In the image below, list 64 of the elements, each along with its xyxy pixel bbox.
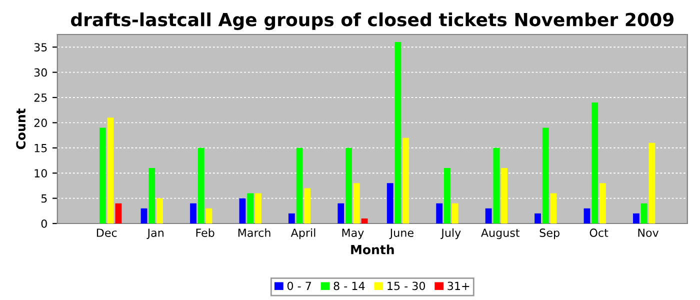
x-tick-label: Dec [96,228,117,237]
chart-title: drafts-lastcall Age groups of closed tickets November 2009 [70,12,674,30]
bar [386,183,394,224]
x-tick-label: Jan [146,228,164,240]
bar [550,193,557,224]
bar [436,203,443,224]
x-tick-label: Oct [590,228,608,237]
y-tick-label: 25 [34,93,47,102]
bar [452,203,458,224]
x-tick-label: May [342,228,364,240]
y-tick-label: 0 [41,219,47,228]
bar [247,193,254,224]
bar [296,148,303,224]
x-tick-label: Sep [540,228,560,240]
y-tick-label: 5 [41,194,47,203]
y-tick-label: 15 [34,144,47,152]
x-tick-label: Nov [638,228,659,237]
bar [534,213,541,224]
bar [140,208,148,224]
x-axis-title: Month [351,244,394,254]
bar [239,198,246,224]
bar [198,148,204,224]
bar [304,188,311,224]
y-tick-label: 35 [34,43,47,52]
x-tick-label: June [389,228,414,240]
bar [148,168,156,224]
bar [600,183,606,224]
bar [493,148,500,224]
bar [444,168,450,224]
x-tick-label: July [440,228,461,240]
y-axis-title: Count [16,108,26,150]
bar [156,198,163,224]
bar [255,193,262,224]
bar [190,203,196,224]
bar [592,102,598,224]
bar [542,128,549,224]
bar [584,208,590,224]
y-tick-label: 30 [34,68,47,77]
bar [361,218,368,224]
bar [402,138,410,224]
y-tick-label: 10 [34,169,47,178]
bar [288,213,295,224]
bar [640,203,648,224]
bar [206,208,212,224]
x-tick-label: Feb [196,228,214,237]
legend-label: 8 - 14 [334,282,365,290]
bar [346,148,352,224]
y-tick-label: 20 [34,118,47,128]
bar [99,128,106,224]
x-tick-label: April [290,228,316,240]
x-tick-label: August [481,228,520,240]
bar [338,203,344,224]
legend-label: 15 - 30 [388,282,426,290]
bar [107,118,114,224]
bar [485,208,492,224]
legend-label: 31+ [448,282,470,290]
bar [115,203,122,224]
bar [648,142,656,224]
x-tick-label: March [238,228,270,237]
bar [501,168,508,224]
bar [353,183,360,224]
legend-label: 0 - 7 [287,282,311,290]
bar [633,213,640,224]
bar [394,42,402,224]
